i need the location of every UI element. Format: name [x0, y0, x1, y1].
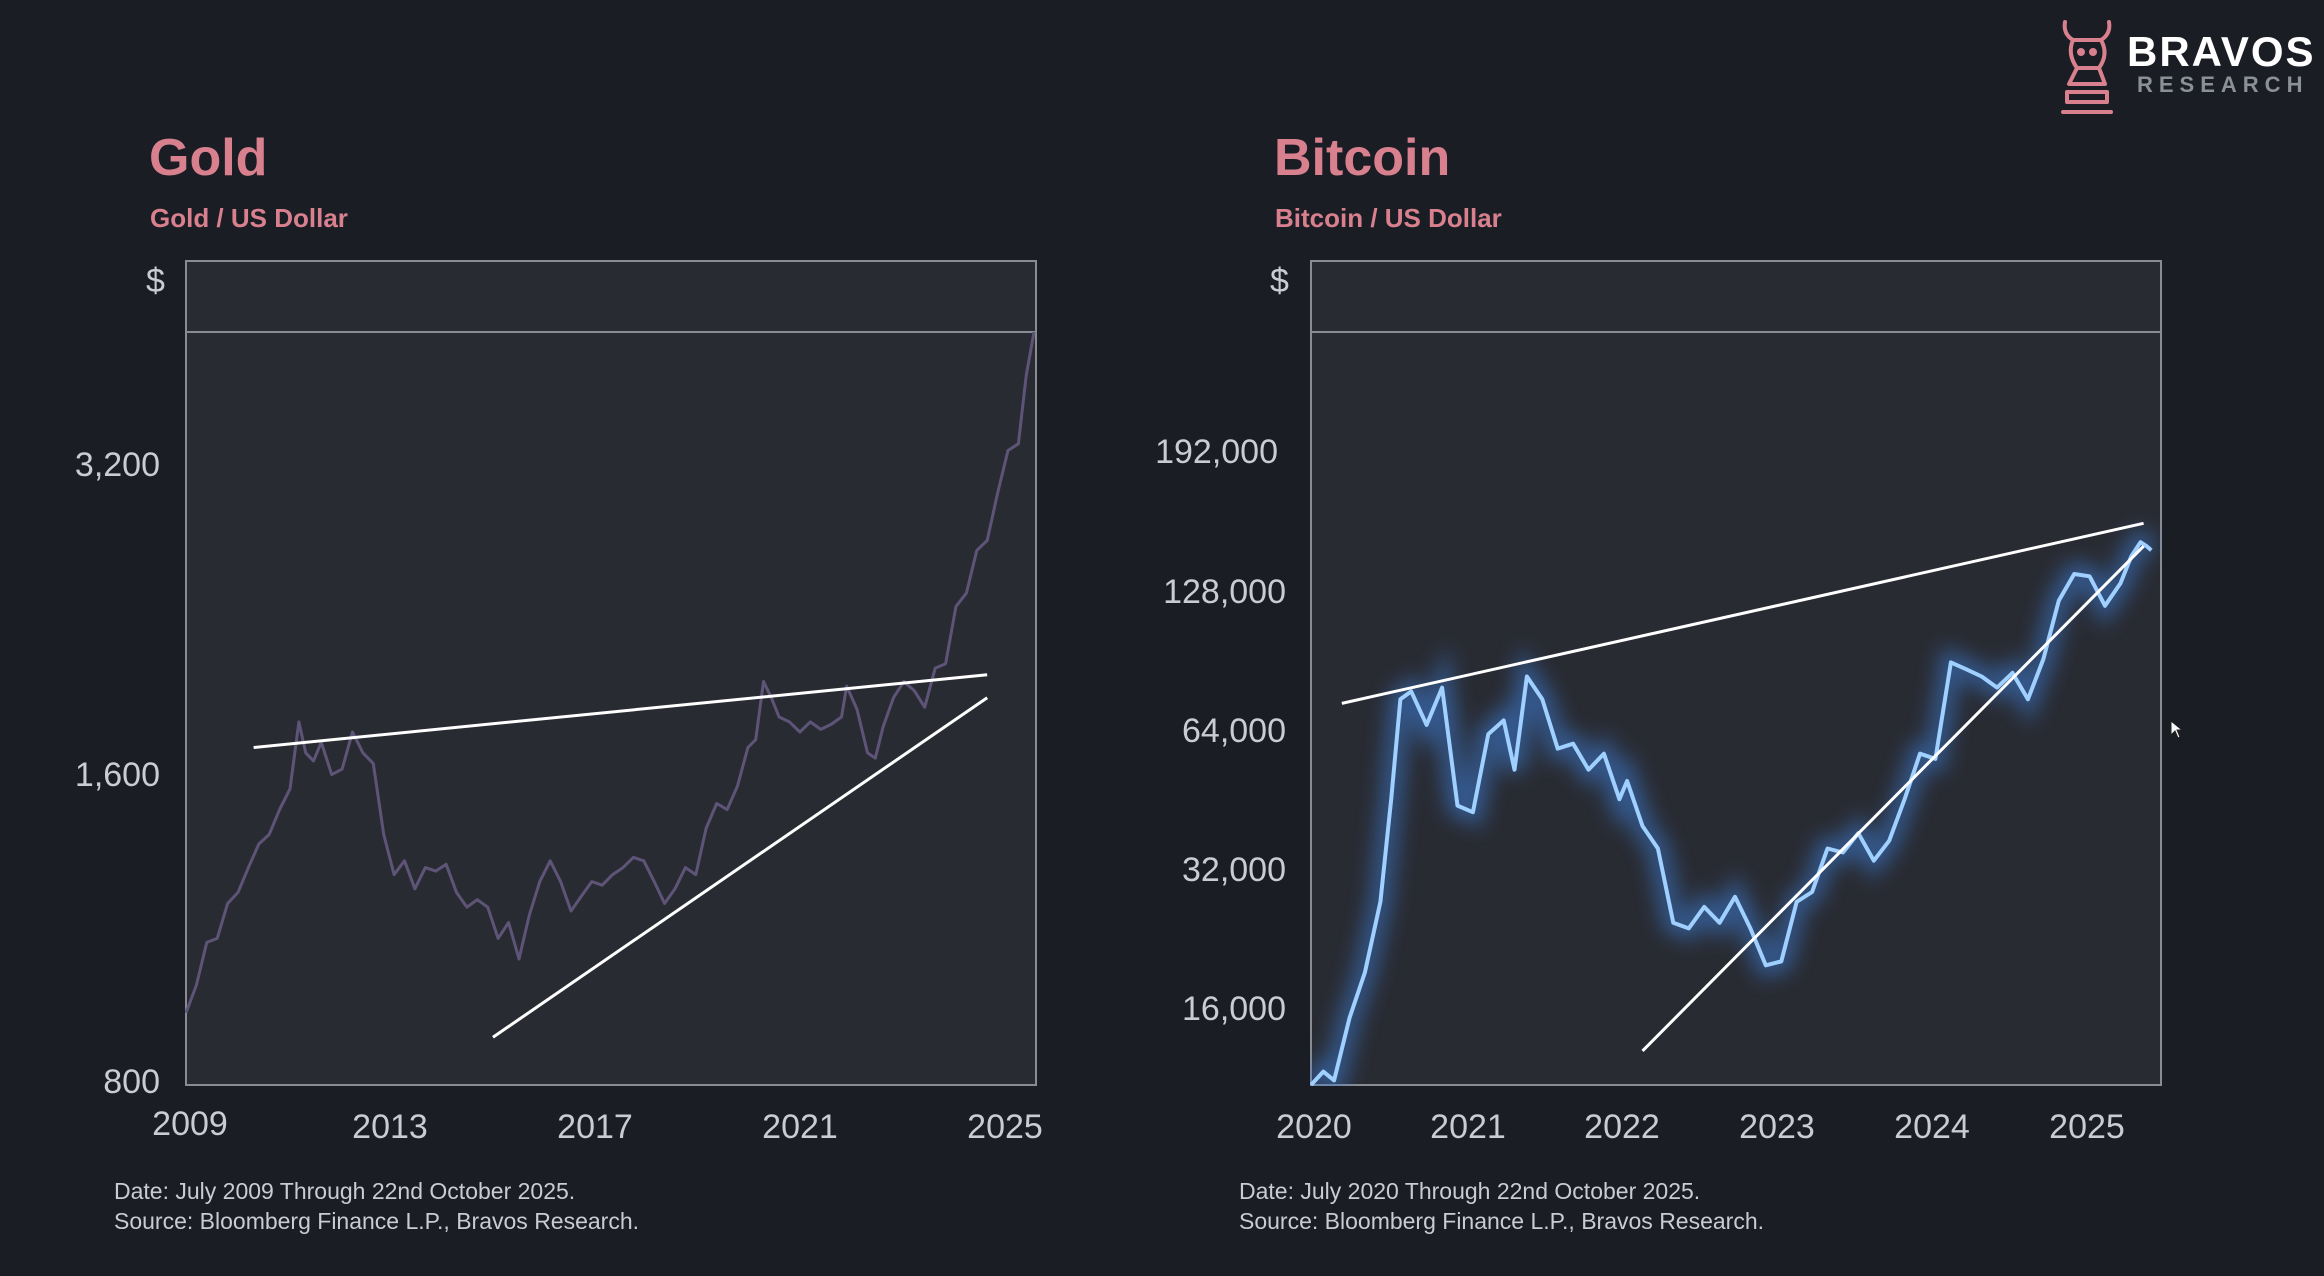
gold-x-tick: 2025	[967, 1108, 1043, 1146]
brand-subtitle: RESEARCH	[2137, 72, 2309, 97]
bitcoin-y-tick: 64,000	[1182, 712, 1286, 750]
bitcoin-footnote: Date: July 2020 Through 22nd October 202…	[1239, 1176, 1764, 1236]
bitcoin-x-tick: 2025	[2049, 1108, 2125, 1146]
gold-x-tick: 2017	[557, 1108, 633, 1146]
gold-chart	[185, 260, 1037, 1086]
bitcoin-trendline-2	[1641, 545, 2145, 1052]
gold-y-tick: 1,600	[74, 756, 160, 794]
gold-x-tick: 2013	[352, 1108, 428, 1146]
gold-footnote-date: Date: July 2009 Through 22nd October 202…	[114, 1178, 576, 1204]
gold-trendline-1	[253, 673, 988, 749]
bitcoin-chart-subtitle: Bitcoin / US Dollar	[1275, 203, 1502, 233]
bitcoin-trendline-1	[1341, 521, 2144, 705]
gold-trendline-2	[492, 696, 989, 1039]
bitcoin-x-tick: 2021	[1430, 1108, 1506, 1146]
gold-y-tick: 800	[103, 1063, 160, 1101]
bitcoin-x-tick: 2020	[1276, 1108, 1352, 1146]
gold-x-tick: 2021	[762, 1108, 838, 1146]
gold-price-line	[185, 331, 1036, 1014]
bitcoin-y-tick: 192,000	[1155, 433, 1278, 471]
bitcoin-currency-label: $	[1270, 262, 1289, 300]
brand-logo: BRAVOS RESEARCH	[2055, 14, 2314, 124]
bitcoin-x-tick: 2024	[1894, 1108, 1970, 1146]
bitcoin-footnote-date: Date: July 2020 Through 22nd October 202…	[1239, 1178, 1701, 1204]
bitcoin-footnote-source: Source: Bloomberg Finance L.P., Bravos R…	[1239, 1208, 1765, 1234]
gold-y-tick: 3,200	[74, 446, 160, 484]
gold-chart-title: Gold	[149, 129, 268, 187]
gold-chart-subtitle: Gold / US Dollar	[150, 203, 348, 233]
brand-name: BRAVOS	[2127, 28, 2316, 75]
gold-x-tick: 2009	[152, 1105, 228, 1143]
mouse-cursor-icon	[2170, 720, 2184, 739]
bitcoin-x-tick: 2023	[1739, 1108, 1815, 1146]
bitcoin-x-tick: 2022	[1584, 1108, 1660, 1146]
bitcoin-chart	[1310, 260, 2162, 1086]
bitcoin-chart-title: Bitcoin	[1274, 129, 1451, 187]
gold-currency-label: $	[146, 262, 165, 300]
gold-footnote-source: Source: Bloomberg Finance L.P., Bravos R…	[114, 1208, 640, 1234]
bitcoin-y-tick: 128,000	[1163, 573, 1286, 611]
bitcoin-y-tick: 32,000	[1182, 851, 1286, 889]
bitcoin-price-line	[1310, 540, 2153, 1086]
bitcoin-y-tick: 16,000	[1182, 990, 1286, 1028]
bull-knight-logo-icon	[2061, 20, 2113, 114]
gold-footnote: Date: July 2009 Through 22nd October 202…	[114, 1176, 639, 1236]
